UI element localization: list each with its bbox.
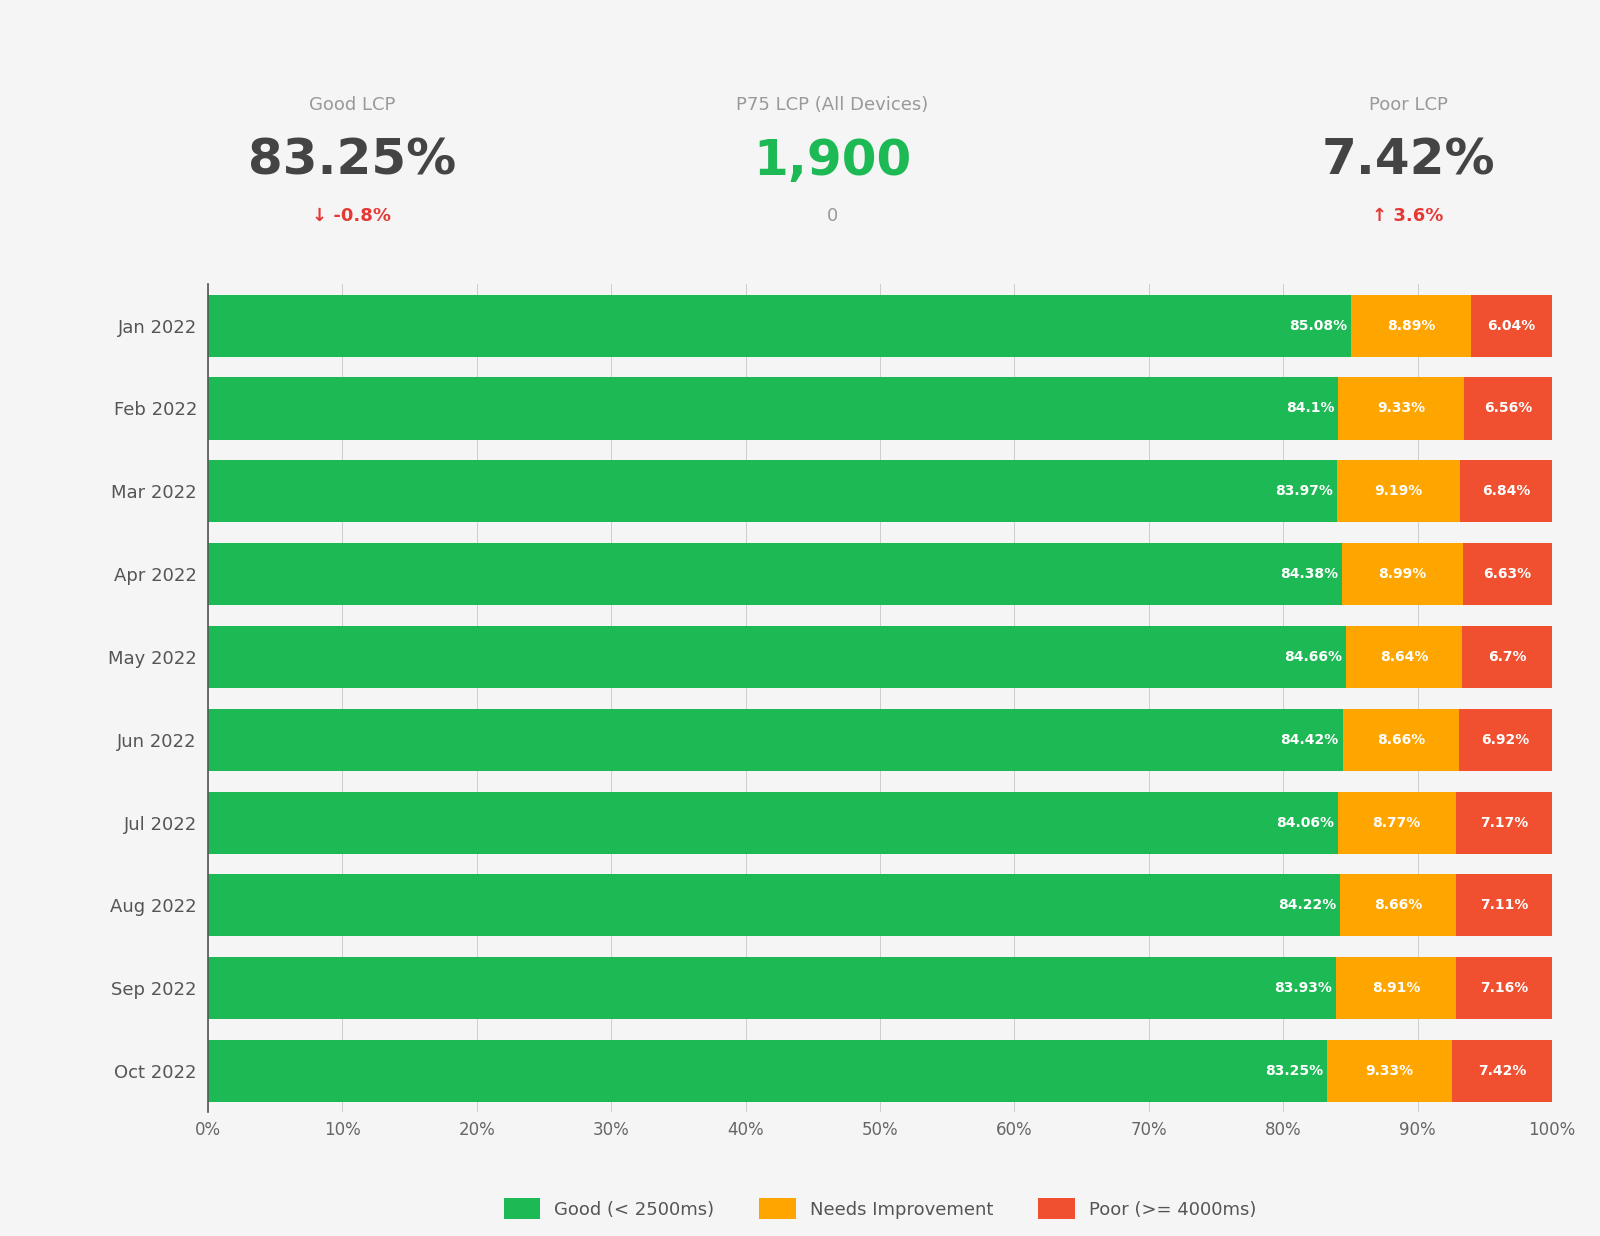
Text: 7.16%: 7.16% (1480, 981, 1528, 995)
Text: 84.22%: 84.22% (1278, 899, 1336, 912)
Text: 8.89%: 8.89% (1387, 319, 1435, 332)
Bar (208, 625, 1346, 688)
Bar (1464, 377, 1552, 440)
Text: 6.7%: 6.7% (1488, 650, 1526, 664)
Text: 84.1%: 84.1% (1286, 402, 1334, 415)
Bar (1462, 543, 1552, 606)
Text: 7.17%: 7.17% (1480, 816, 1528, 829)
Bar (1453, 1039, 1552, 1103)
Text: 6.04%: 6.04% (1488, 319, 1536, 332)
Text: Good LCP: Good LCP (309, 96, 395, 114)
Legend: Good (< 2500ms), Needs Improvement, Poor (>= 4000ms): Good (< 2500ms), Needs Improvement, Poor… (504, 1199, 1256, 1219)
Text: 6.63%: 6.63% (1483, 567, 1531, 581)
Bar (1336, 957, 1456, 1020)
Text: 85.08%: 85.08% (1290, 319, 1347, 332)
Text: 8.91%: 8.91% (1371, 981, 1421, 995)
Text: 9.33%: 9.33% (1365, 1064, 1414, 1078)
Text: 9.33%: 9.33% (1378, 402, 1426, 415)
Text: 7.42%: 7.42% (1322, 137, 1494, 184)
Text: 8.99%: 8.99% (1378, 567, 1427, 581)
Text: 84.42%: 84.42% (1280, 733, 1339, 747)
Bar (1456, 957, 1552, 1020)
Text: 9.19%: 9.19% (1374, 485, 1422, 498)
Bar (1326, 1039, 1453, 1103)
Bar (208, 294, 1352, 357)
Text: 6.56%: 6.56% (1483, 402, 1531, 415)
Text: 84.06%: 84.06% (1275, 816, 1334, 829)
Text: 0: 0 (826, 208, 838, 225)
Bar (1459, 708, 1552, 771)
Bar (1338, 791, 1456, 854)
Text: ↑ 3.6%: ↑ 3.6% (1373, 208, 1443, 225)
Text: 7.11%: 7.11% (1480, 899, 1528, 912)
Text: 83.97%: 83.97% (1275, 485, 1333, 498)
Text: 6.84%: 6.84% (1482, 485, 1530, 498)
Text: ↓ -0.8%: ↓ -0.8% (312, 208, 392, 225)
Text: 1,900: 1,900 (754, 137, 910, 184)
Text: P75 LCP (All Devices): P75 LCP (All Devices) (736, 96, 928, 114)
Text: 83.25%: 83.25% (248, 137, 456, 184)
Bar (208, 874, 1339, 937)
Bar (208, 377, 1338, 440)
Bar (1456, 874, 1552, 937)
Bar (1338, 377, 1464, 440)
Bar (208, 791, 1338, 854)
Bar (208, 708, 1342, 771)
Bar (1462, 625, 1552, 688)
Text: 8.77%: 8.77% (1373, 816, 1421, 829)
Text: 83.25%: 83.25% (1264, 1064, 1323, 1078)
Bar (208, 1039, 1326, 1103)
Bar (1456, 791, 1552, 854)
Bar (1342, 543, 1462, 606)
Bar (1352, 294, 1470, 357)
Bar (1346, 625, 1462, 688)
Text: 8.66%: 8.66% (1374, 899, 1422, 912)
Text: 84.66%: 84.66% (1283, 650, 1342, 664)
Bar (1339, 874, 1456, 937)
Bar (1336, 460, 1461, 523)
Bar (208, 957, 1336, 1020)
Text: 8.64%: 8.64% (1379, 650, 1429, 664)
Text: 83.93%: 83.93% (1274, 981, 1331, 995)
Bar (208, 543, 1342, 606)
Text: 7.42%: 7.42% (1478, 1064, 1526, 1078)
Text: 6.92%: 6.92% (1482, 733, 1530, 747)
Text: 84.38%: 84.38% (1280, 567, 1338, 581)
Bar (1461, 460, 1552, 523)
Bar (208, 460, 1336, 523)
Text: 8.66%: 8.66% (1376, 733, 1426, 747)
Bar (1342, 708, 1459, 771)
Bar (1470, 294, 1552, 357)
Text: Poor LCP: Poor LCP (1368, 96, 1448, 114)
